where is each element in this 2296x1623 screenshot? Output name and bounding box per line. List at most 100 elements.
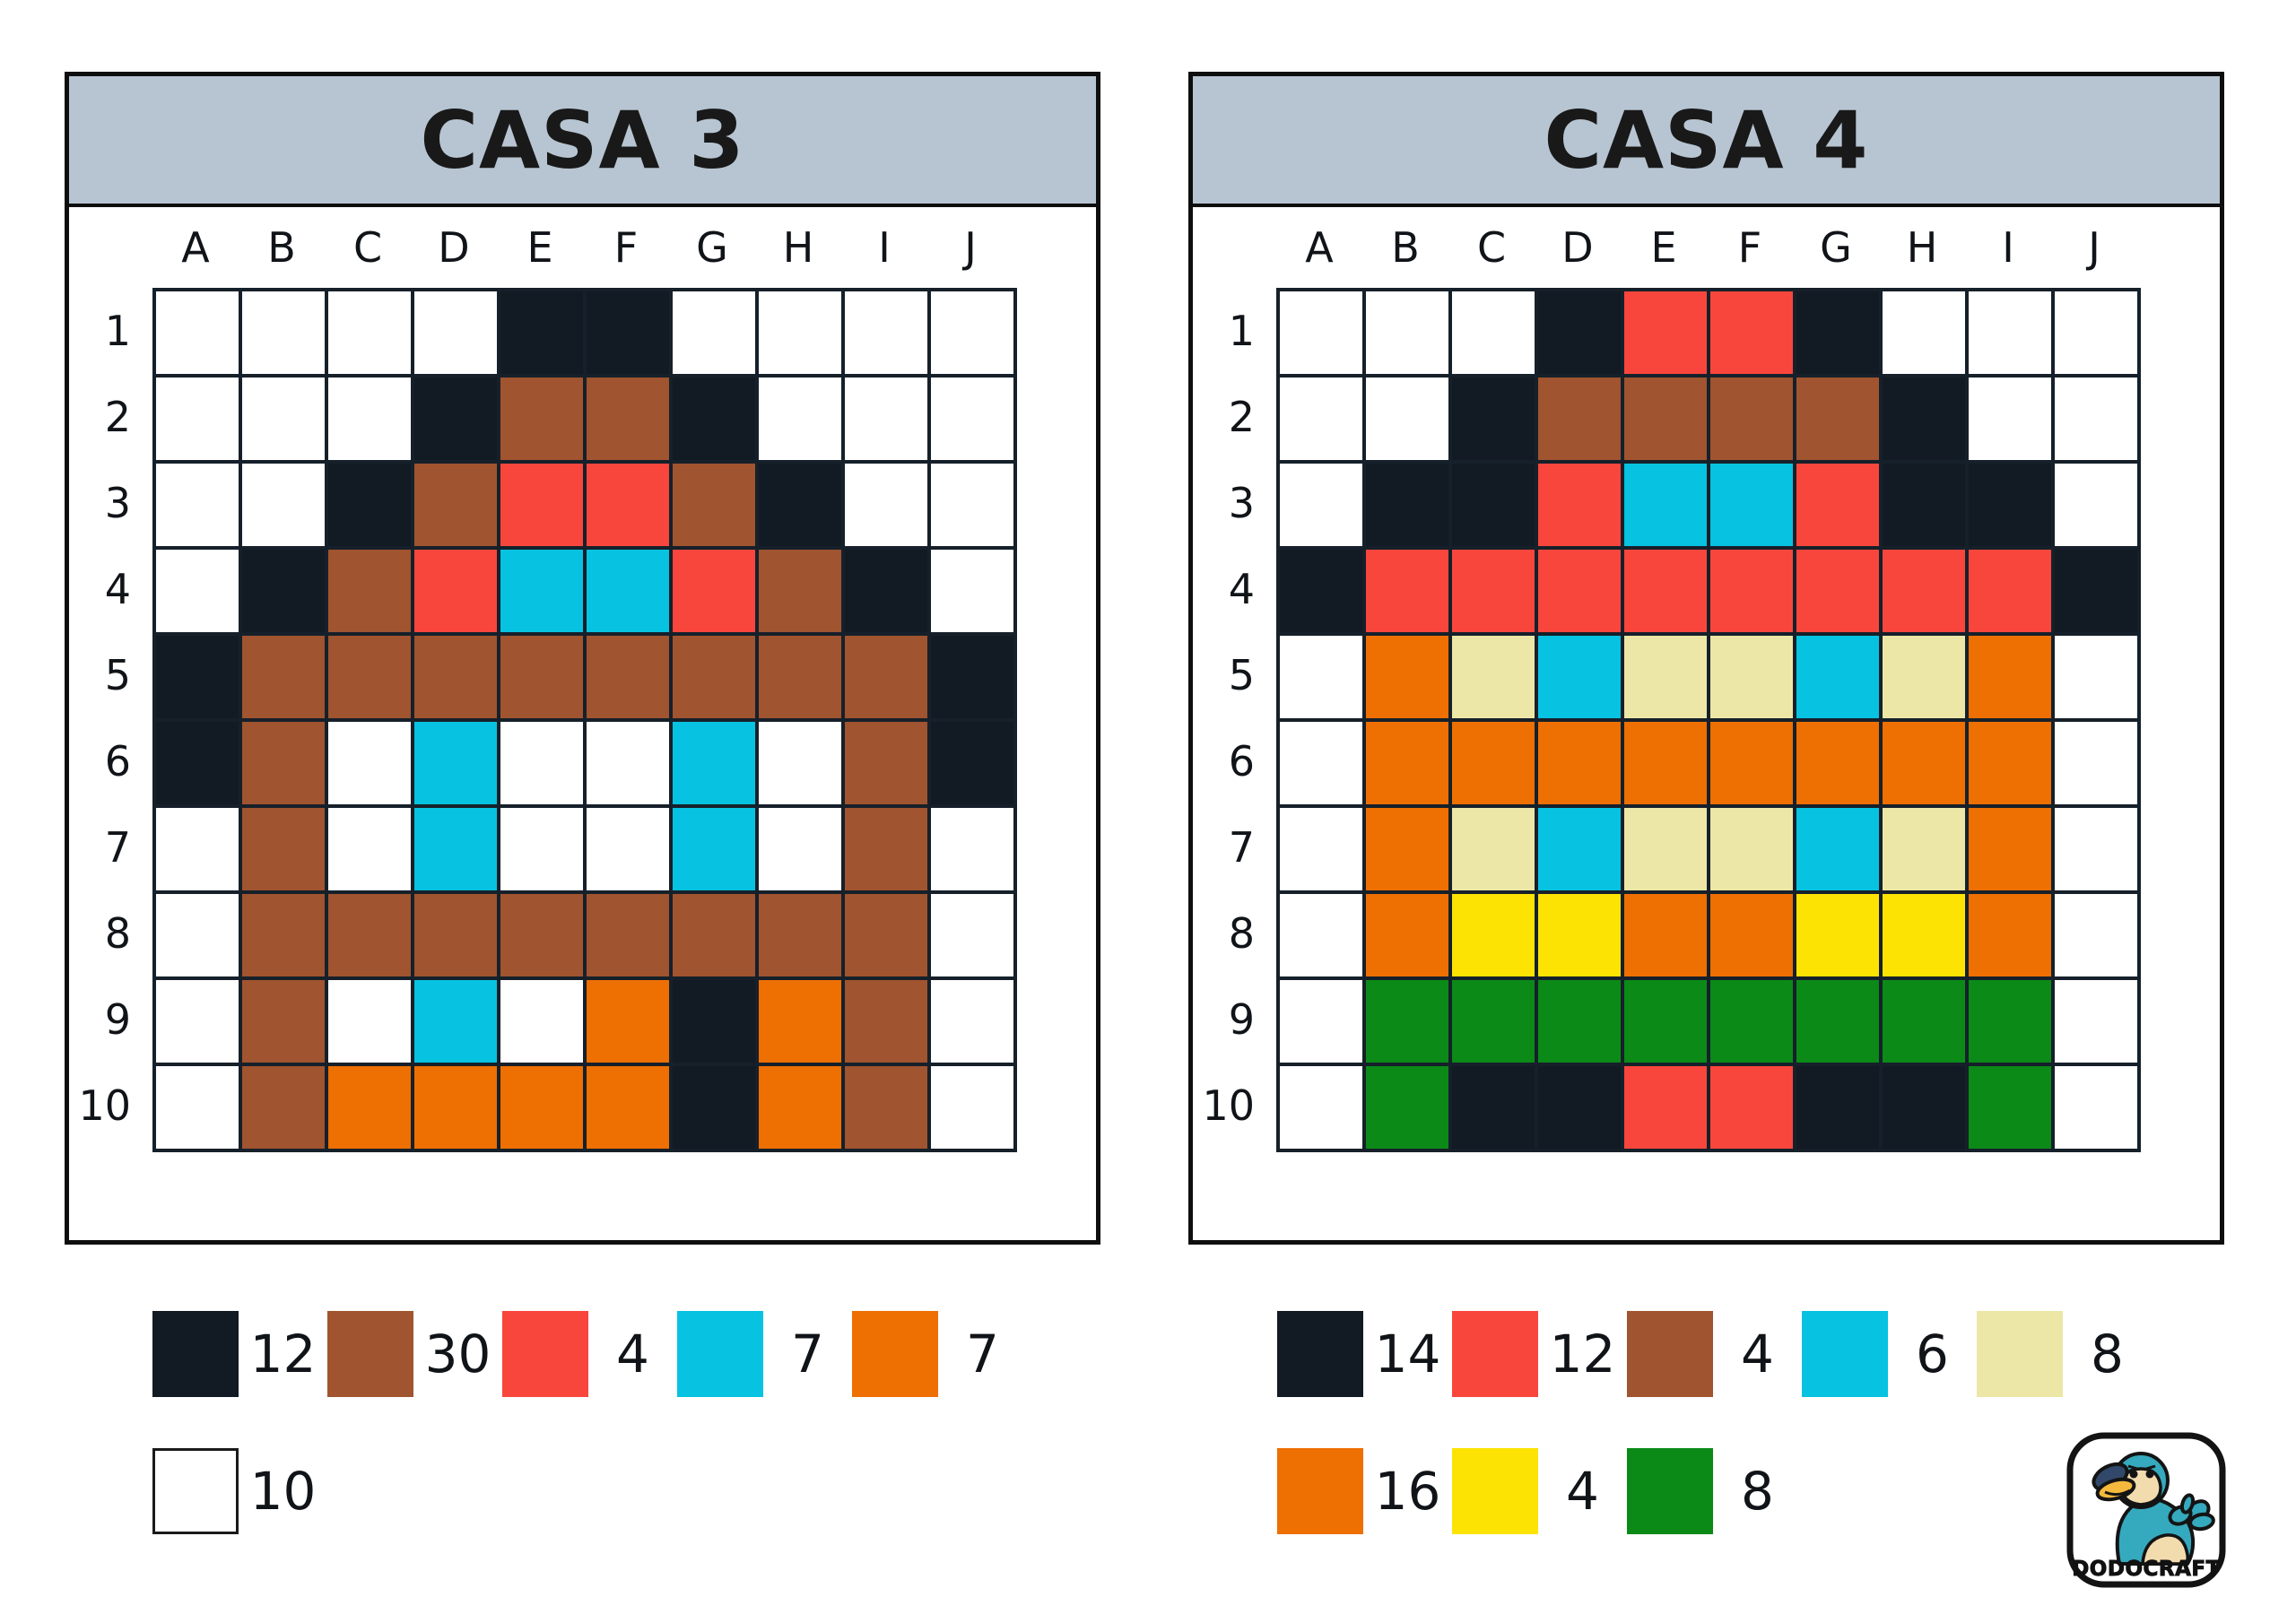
grid-cell <box>1450 1064 1536 1150</box>
legend-swatch-black <box>152 1311 239 1397</box>
panel-casa3: CASA 3 A B C D E F G H I J 1 2 3 4 5 6 7 8 9 10 <box>65 72 1100 1245</box>
grid-cell <box>326 978 413 1064</box>
grid-cell <box>929 892 1015 978</box>
grid-cell <box>929 376 1015 462</box>
row-header-label: 2 <box>1228 393 1255 441</box>
grid-cell <box>326 634 413 720</box>
grid-cell <box>1967 806 2053 892</box>
row-header-label: 2 <box>104 393 131 441</box>
grid-cell <box>1709 290 1795 376</box>
row-header-label: 9 <box>104 995 131 1044</box>
grid-cell <box>499 1064 585 1150</box>
grid-cell <box>1709 634 1795 720</box>
row-header-label: 7 <box>104 823 131 872</box>
grid-cell <box>929 290 1015 376</box>
grid-cell <box>1536 892 1622 978</box>
legend-swatch-orange <box>852 1311 938 1397</box>
grid-cell <box>1278 634 1364 720</box>
grid-cell <box>929 1064 1015 1150</box>
grid-cell <box>326 806 413 892</box>
grid-cell <box>1536 806 1622 892</box>
row-header-label: 5 <box>104 651 131 699</box>
grid-cell <box>671 892 757 978</box>
panel-title: CASA 4 <box>1544 93 1869 187</box>
grid-cell <box>326 720 413 806</box>
legend-swatch-green <box>1627 1448 1713 1534</box>
grid-cell <box>843 290 929 376</box>
col-header-label: I <box>2002 223 2014 272</box>
grid-cell <box>499 978 585 1064</box>
grid-cell <box>671 462 757 548</box>
grid-cell <box>326 548 413 634</box>
grid-cell <box>843 1064 929 1150</box>
col-header-label: B <box>267 223 296 272</box>
grid-cell <box>671 634 757 720</box>
grid-cell <box>1364 806 1450 892</box>
row-header-label: 5 <box>1228 651 1255 699</box>
grid-cell <box>1450 892 1536 978</box>
grid-cell <box>929 720 1015 806</box>
legend-count: 12 <box>1549 1324 1616 1384</box>
grid-cell <box>1967 462 2053 548</box>
grid-cell <box>585 892 671 978</box>
grid-cell <box>1278 376 1364 462</box>
row-header-label: 10 <box>78 1081 131 1130</box>
grid-cell <box>1709 1064 1795 1150</box>
grid-cell <box>757 1064 843 1150</box>
col-header-label: G <box>1820 223 1852 272</box>
grid-cell <box>585 290 671 376</box>
grid-cell <box>1622 548 1709 634</box>
grid-cell <box>326 1064 413 1150</box>
grid-cell <box>154 720 240 806</box>
grid-cell <box>1364 376 1450 462</box>
grid-cell <box>2053 1064 2139 1150</box>
col-header-label: C <box>1476 223 1507 272</box>
grid-cell <box>1450 462 1536 548</box>
row-header-label: 3 <box>104 479 131 527</box>
grid-cell <box>1881 806 1967 892</box>
grid-cell <box>1364 978 1450 1064</box>
legend-swatch-cream <box>1977 1311 2063 1397</box>
legend-item: 12 <box>152 1311 327 1397</box>
col-header-label: D <box>1561 223 1594 272</box>
grid-cell <box>843 978 929 1064</box>
grid-cell <box>671 720 757 806</box>
legend-casa4: 14 12 4 6 8 16 4 8 <box>1277 1311 2152 1585</box>
legend-item: 4 <box>1627 1311 1802 1397</box>
legend-count: 12 <box>249 1324 317 1384</box>
legend-count: 4 <box>1741 1324 1774 1384</box>
col-header-label: F <box>613 223 639 272</box>
grid-cell <box>1881 376 1967 462</box>
legend-count: 8 <box>2091 1324 2124 1384</box>
grid-cell <box>1364 1064 1450 1150</box>
col-header-label: H <box>1906 223 1938 272</box>
grid-cell <box>585 376 671 462</box>
legend-count: 7 <box>791 1324 824 1384</box>
grid-cell <box>843 376 929 462</box>
col-header-label: J <box>964 223 977 272</box>
col-header-label: D <box>438 223 470 272</box>
grid-cell <box>757 720 843 806</box>
grid-cell <box>154 290 240 376</box>
legend-item: 7 <box>852 1311 1027 1397</box>
legend-row: 12 30 4 7 7 <box>152 1311 1027 1397</box>
grid-cell <box>1536 720 1622 806</box>
grid-cell <box>499 720 585 806</box>
col-header-label: J <box>2088 223 2100 272</box>
grid-cell <box>1967 1064 2053 1150</box>
grid-cell <box>154 634 240 720</box>
grid-cell <box>1622 978 1709 1064</box>
row-header-label: 9 <box>1228 995 1255 1044</box>
legend-item: 30 <box>327 1311 502 1397</box>
grid-cell <box>1536 1064 1622 1150</box>
grid-cell <box>1278 806 1364 892</box>
row-headers: 1 2 3 4 5 6 7 8 9 10 <box>69 288 131 1152</box>
grid-cell <box>1881 462 1967 548</box>
grid-cell <box>154 1064 240 1150</box>
grid-cell <box>1709 892 1795 978</box>
panel-title: CASA 3 <box>420 93 745 187</box>
grid-cell <box>1967 978 2053 1064</box>
grid-cell <box>757 462 843 548</box>
grid-cell <box>326 892 413 978</box>
grid-cell <box>1278 892 1364 978</box>
